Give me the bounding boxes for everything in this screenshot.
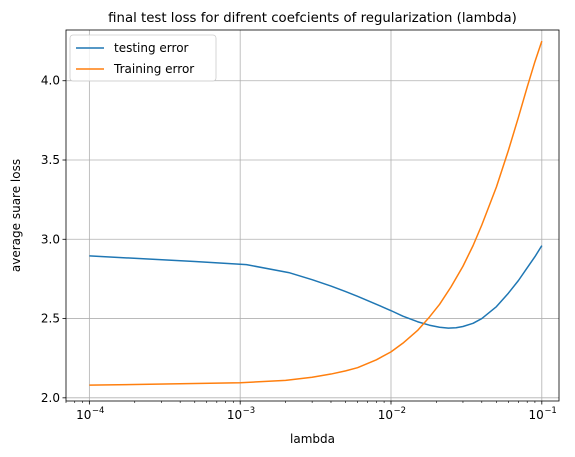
x-ticks: 10 −4 10 −3 10 −2 10 −1: [65, 401, 557, 422]
legend-label: testing error: [114, 41, 189, 55]
y-tick-label: 2.5: [41, 312, 60, 326]
y-tick-label: 3.5: [41, 153, 60, 167]
x-tick-label: 10: [378, 408, 393, 422]
x-tick-exponent: −4: [92, 406, 105, 416]
y-axis-label: average suare loss: [9, 159, 23, 272]
y-ticks: 2.0 2.5 3.0 3.5 4.0: [41, 74, 66, 405]
series-line-testing-error: [89, 245, 543, 329]
series-line-training-error: [89, 40, 543, 386]
y-tick-label: 2.0: [41, 391, 60, 405]
legend-box: [69, 34, 217, 82]
legend-label: Training error: [113, 62, 194, 76]
y-tick-label: 3.0: [41, 232, 60, 246]
legend: testing error Training error: [69, 34, 217, 82]
x-tick-label: 10: [227, 408, 242, 422]
x-tick-exponent: −1: [544, 406, 557, 416]
axes-frame: [65, 29, 560, 402]
x-tick-label: 10: [529, 408, 544, 422]
x-tick-label: 10: [76, 408, 91, 422]
series-layer: [89, 40, 543, 386]
x-tick-exponent: −3: [243, 406, 256, 416]
x-tick-exponent: −2: [393, 406, 406, 416]
chart-title: final test loss for difrent coefcients o…: [108, 11, 517, 26]
y-tick-label: 4.0: [41, 74, 60, 88]
x-axis-label: lambda: [290, 432, 335, 446]
